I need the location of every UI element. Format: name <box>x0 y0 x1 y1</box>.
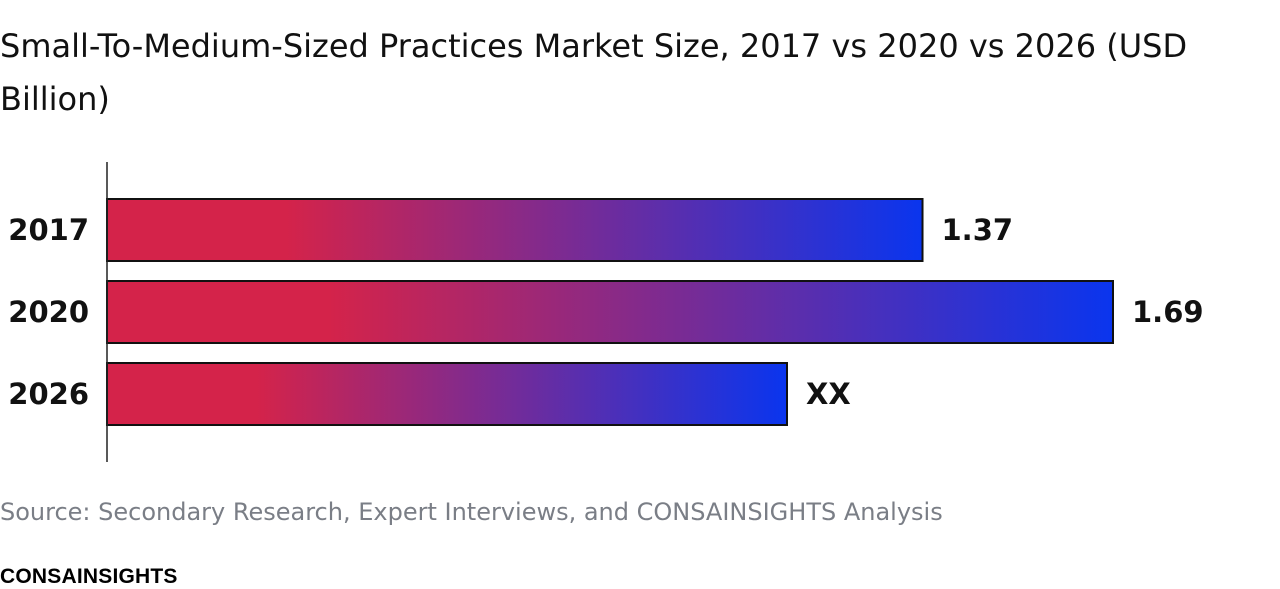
source-note: Source: Secondary Research, Expert Inter… <box>0 498 943 526</box>
chart-title: Small-To-Medium-Sized Practices Market S… <box>0 27 1188 118</box>
bar-2017 <box>106 198 924 262</box>
category-label-2017: 2017 <box>8 213 89 247</box>
bar-2026 <box>106 362 788 426</box>
data-label-2017: 1.37 <box>942 213 1014 247</box>
brand-logo: CONSAINSIGHTS <box>0 565 178 588</box>
bar-chart: 2017 1.37 2020 1.69 2026 XX <box>8 162 1204 462</box>
category-label-2026: 2026 <box>8 377 89 411</box>
bar-2020 <box>106 280 1114 344</box>
data-label-2020: 1.69 <box>1132 295 1204 329</box>
data-label-2026: XX <box>806 377 851 411</box>
category-label-2020: 2020 <box>8 295 89 329</box>
